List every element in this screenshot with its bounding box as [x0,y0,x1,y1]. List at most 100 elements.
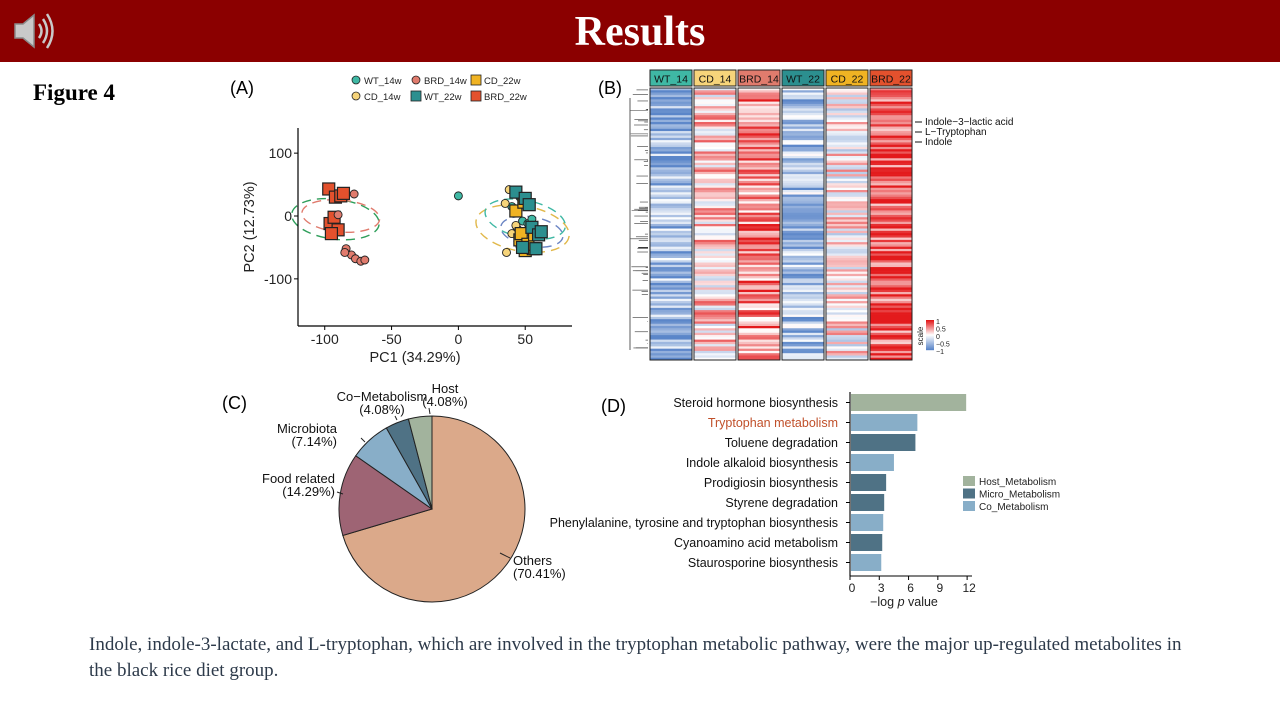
heatmap-cell [694,108,736,111]
heatmap-cell [738,153,780,157]
heatmap-cell [870,128,912,132]
heatmap-cell [738,110,780,114]
heatmap-cell [826,262,868,266]
heatmap-cell [826,178,868,182]
y-tick-label: 100 [269,145,293,161]
heatmap-cell [738,212,780,216]
heatmap-cell [782,278,824,281]
heatmap-cell [782,205,824,209]
heatmap-cell [694,110,736,114]
heatmap-cell [782,237,824,241]
heatmap-cell [694,106,736,109]
heatmap-cell [870,330,912,334]
legend-marker [411,75,421,85]
heatmap-column-header [781,69,825,87]
heatmap-cell [650,228,692,232]
heatmap-cell [826,169,868,173]
heatmap-cell [826,110,868,114]
heatmap-cell [870,103,912,107]
heatmap-cell [738,128,780,132]
heatmap-cell [782,226,824,229]
heatmap-cell [694,199,736,202]
heatmap-cell [826,298,868,302]
heatmap-cell [782,264,824,268]
heatmap-cell [738,165,780,168]
data-point [324,227,339,241]
heatmap-column-border [649,87,693,361]
data-point [500,198,510,208]
heatmap-cell [782,287,824,291]
scale-tick-label: −1 [936,349,944,356]
heatmap-cell [650,296,692,300]
heatmap-cell [782,282,824,286]
heatmap-cell [826,258,868,261]
heatmap-cell [870,90,912,93]
heatmap-cell [650,276,692,279]
heatmap-cell [826,124,868,127]
heatmap-cell [738,276,780,279]
heatmap-cell [870,167,912,170]
heatmap-cell [738,248,780,252]
heatmap-cell [694,267,736,270]
heatmap-cell [650,167,692,170]
heatmap-cell [826,251,868,254]
heatmap-cell [826,196,868,200]
heatmap-cell [650,117,692,121]
heatmap-cell [826,269,868,272]
heatmap-cell [650,210,692,213]
heatmap-cell [738,156,780,159]
scale-bar-cell [926,326,934,328]
heatmap-cell [738,119,780,123]
heatmap-cell [826,117,868,121]
heatmap-cell [826,194,868,198]
legend-label: Micro_Metabolism [979,490,1060,501]
heatmap-cell [650,305,692,309]
heatmap-cell [826,294,868,297]
heatmap-cell [826,326,868,329]
heatmap-cell [870,185,912,189]
heatmap-cell [826,355,868,359]
heatmap-cell [826,237,868,241]
heatmap-cell [782,260,824,263]
speaker-icon[interactable] [12,10,58,52]
heatmap-cell [870,224,912,227]
scale-tick-label: 1 [936,319,940,326]
heatmap-cell [650,144,692,148]
heatmap-cell [650,217,692,220]
heatmap-cell [870,137,912,141]
heatmap-cell [782,133,824,136]
heatmap-cell [782,162,824,166]
heatmap-cell [694,185,736,189]
heatmap-cell [738,301,780,304]
heatmap-cell [826,303,868,306]
data-point [349,189,359,199]
heatmap-cell [650,160,692,164]
heatmap-cell [738,341,780,345]
heatmap-cell [650,119,692,123]
heatmap-cell [782,103,824,107]
heatmap-cell [870,251,912,254]
heatmap-cell [694,255,736,259]
heatmap-cell [826,289,868,293]
heatmap-cell [738,314,780,318]
heatmap-cell [826,314,868,318]
heatmap-cell [738,115,780,118]
heatmap-cell [870,171,912,175]
heatmap-cell [782,221,824,225]
title-banner [0,0,1280,62]
heatmap-cell [826,323,868,327]
heatmap-cell [826,112,868,116]
heatmap-cell [782,110,824,114]
heatmap-cell [826,253,868,257]
heatmap-cell [782,219,824,223]
scale-tick-label: 0.5 [936,327,946,334]
heatmap-cell [738,208,780,211]
heatmap-column-border [869,87,913,361]
heatmap-cell [650,92,692,96]
scale-bar-cell [926,321,934,323]
pathway-label: Prodigiosin biosynthesis [704,476,838,490]
heatmap-cell [738,305,780,309]
heatmap-cell [782,174,824,177]
heatmap-cell [826,233,868,236]
x-axis-label-suffix: value [905,595,938,609]
